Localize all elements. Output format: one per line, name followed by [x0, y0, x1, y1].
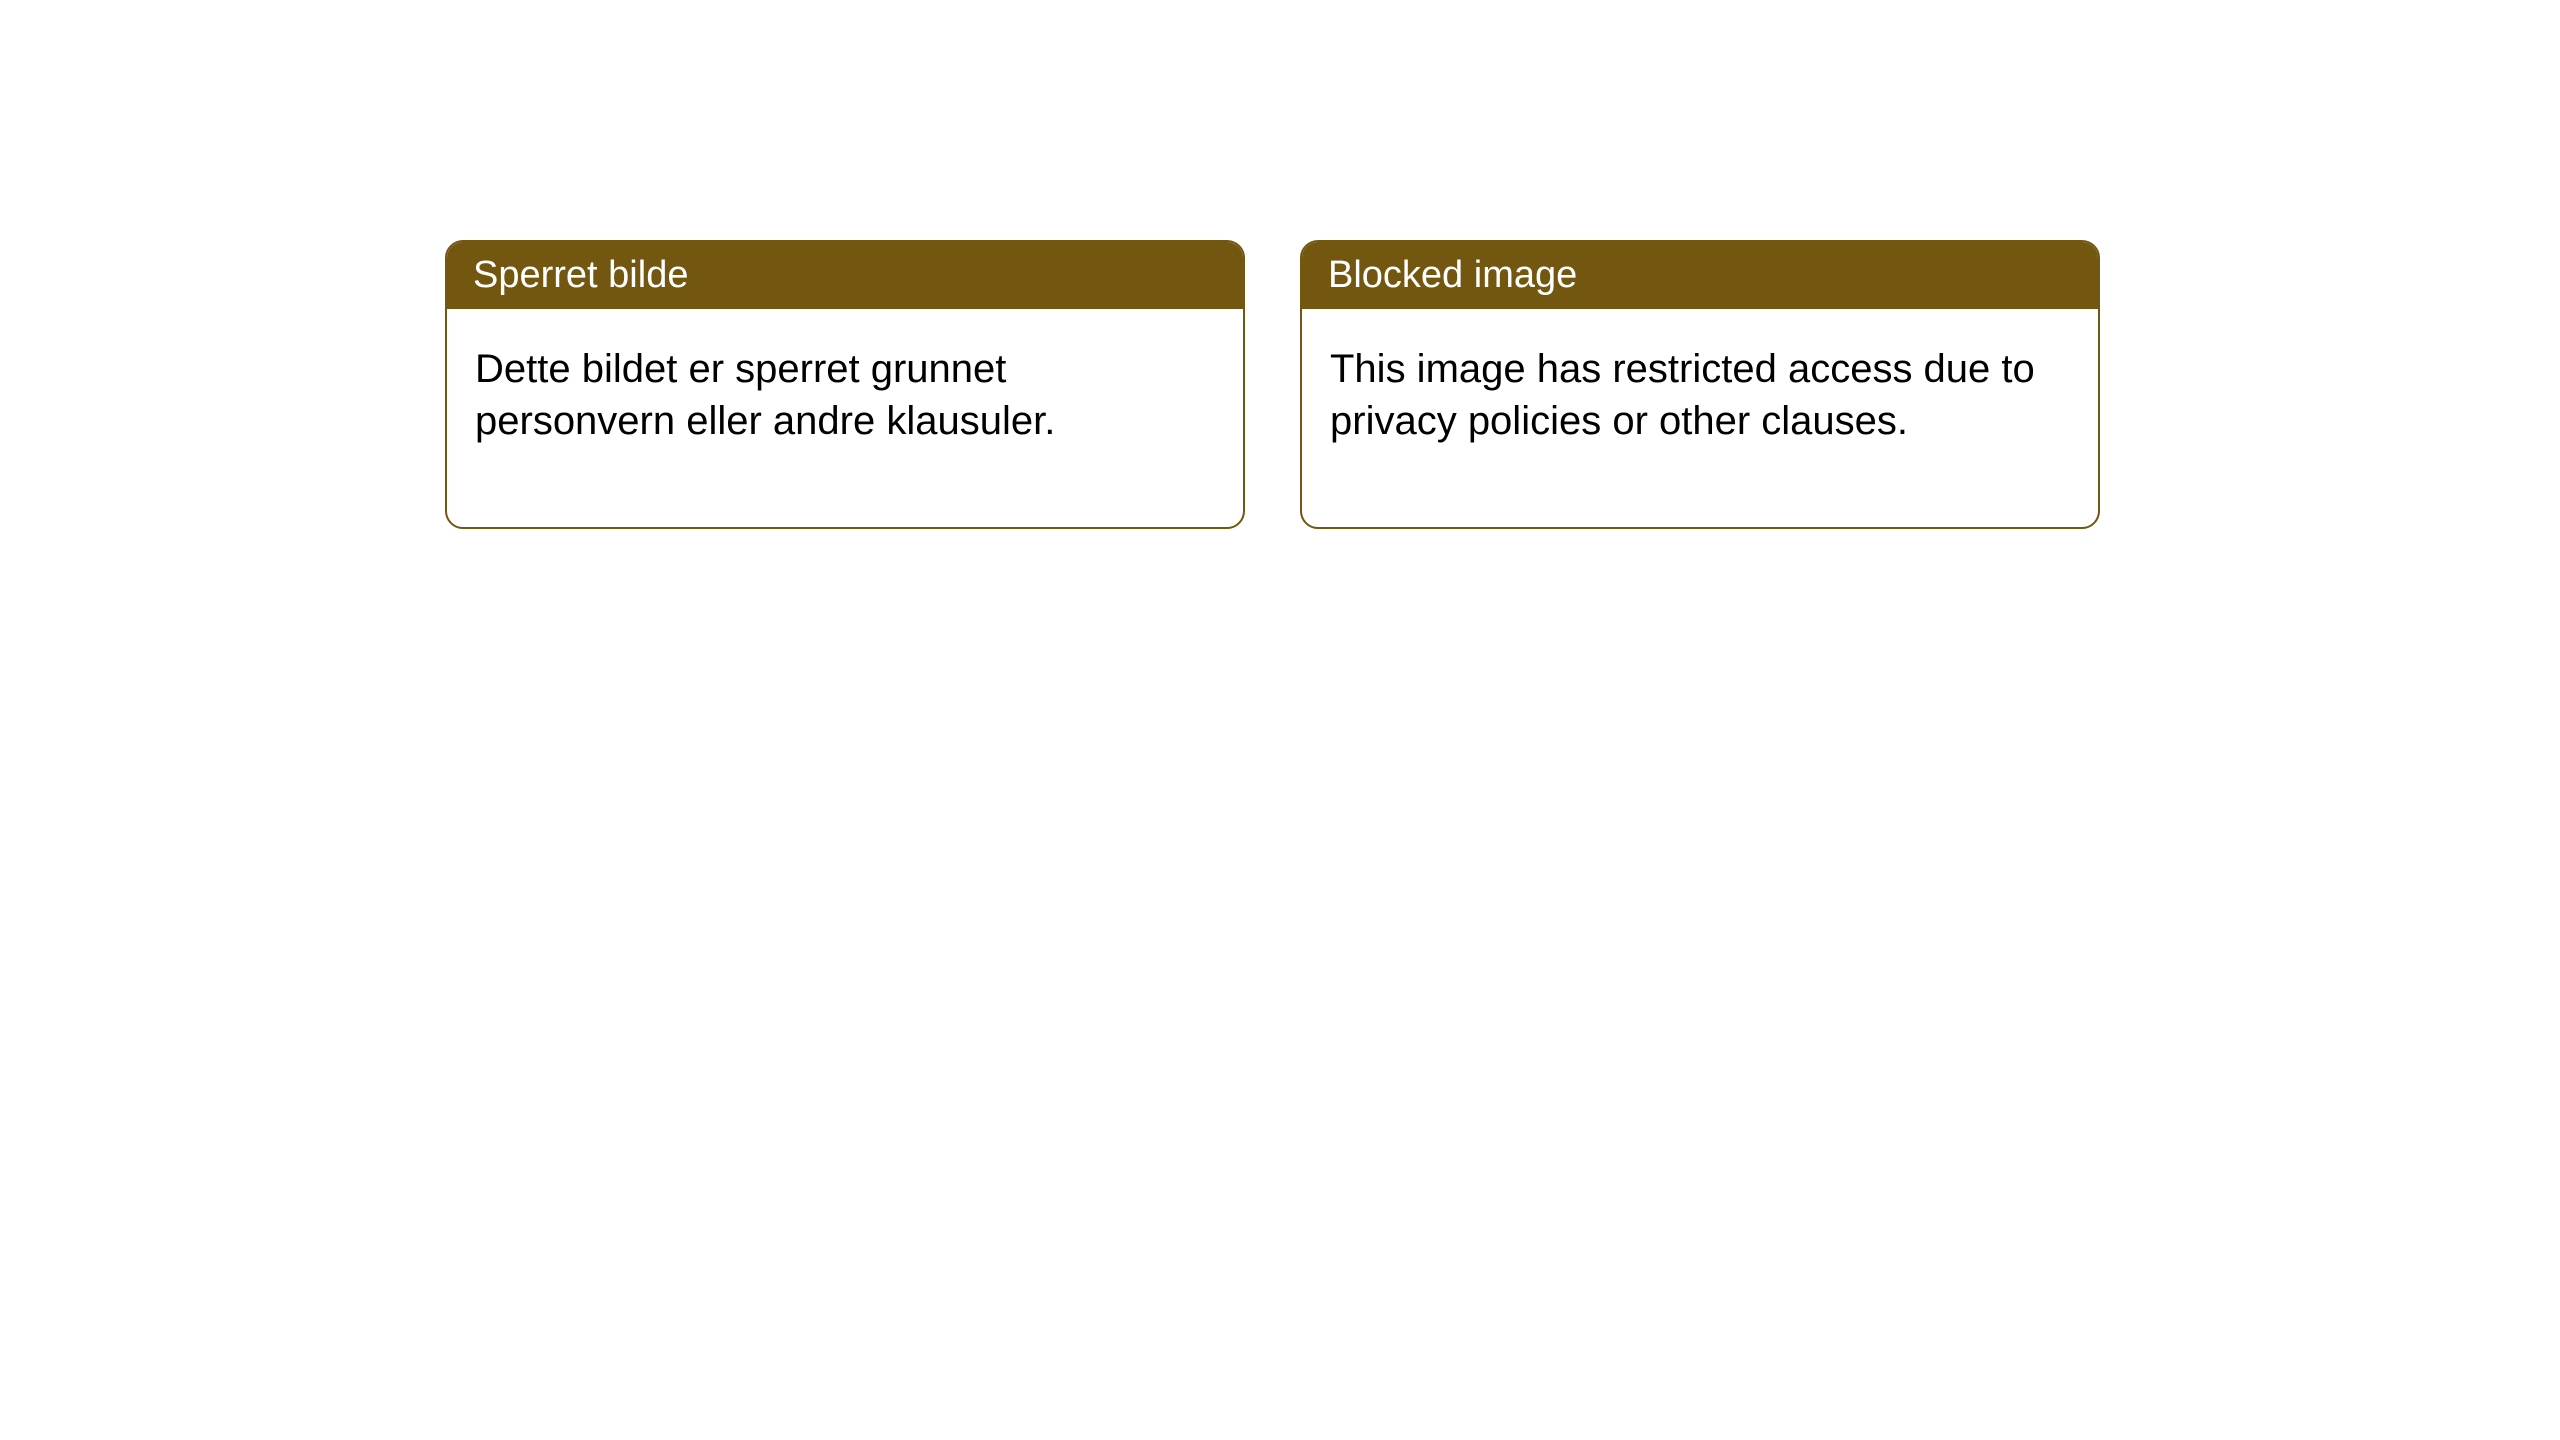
notice-card-title: Sperret bilde	[473, 254, 688, 296]
notice-card-text: This image has restricted access due to …	[1330, 347, 2035, 443]
notice-card-body: This image has restricted access due to …	[1302, 309, 2098, 527]
notice-cards-container: Sperret bilde Dette bildet er sperret gr…	[0, 0, 2560, 529]
notice-card-text: Dette bildet er sperret grunnet personve…	[475, 347, 1055, 443]
notice-card-english: Blocked image This image has restricted …	[1300, 240, 2100, 529]
notice-card-body: Dette bildet er sperret grunnet personve…	[447, 309, 1243, 527]
notice-card-norwegian: Sperret bilde Dette bildet er sperret gr…	[445, 240, 1245, 529]
notice-card-header: Sperret bilde	[447, 242, 1243, 309]
notice-card-title: Blocked image	[1328, 254, 1577, 296]
notice-card-header: Blocked image	[1302, 242, 2098, 309]
